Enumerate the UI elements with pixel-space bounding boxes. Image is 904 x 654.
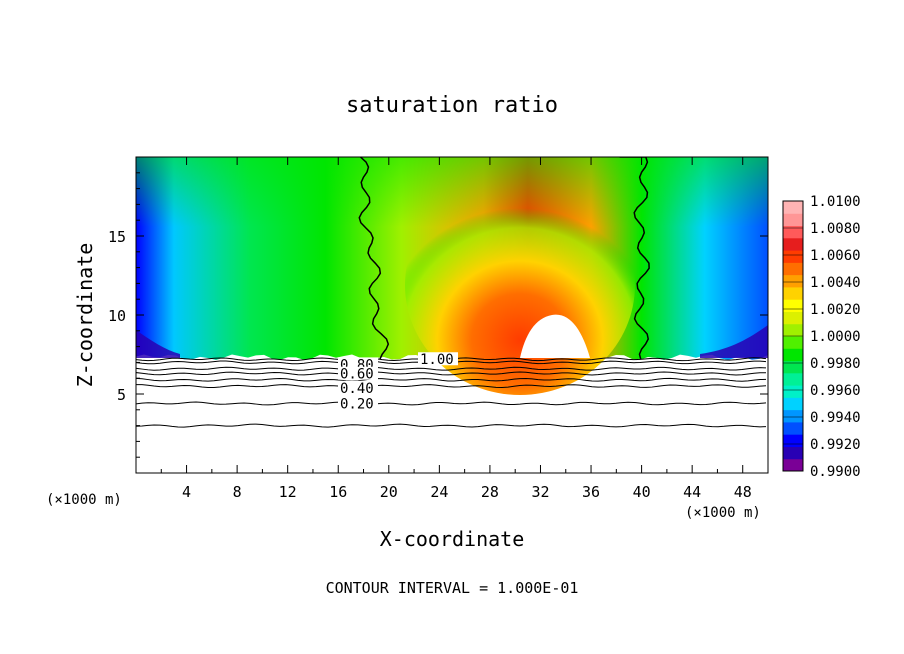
- x-tick-label: 40: [633, 483, 651, 501]
- colorbar-labels: 1.0100 1.0080 1.0060 1.0040 1.0020 1.0000 0.99…: [783, 194, 861, 480]
- x-unit-label-left: (×1000 m): [46, 492, 122, 508]
- contour-label-bg: [338, 396, 378, 410]
- unity-contour-1: [619, 157, 650, 360]
- contour-label: 1.00: [420, 352, 454, 368]
- contour-unlabeled-2: [136, 371, 767, 376]
- colorbar-swatch: [783, 201, 803, 214]
- x-tick-label: 16: [329, 483, 347, 501]
- colorbar-swatch: [783, 434, 803, 447]
- x-tick-label: 36: [582, 483, 600, 501]
- x-axis-ticks: 4 8 12 16 20 24 28 32 36 40 44 48: [160, 157, 752, 501]
- colorbar-label: 0.9900: [810, 464, 861, 480]
- x-axis-title: X-coordinate: [380, 527, 525, 551]
- colorbar-label: 1.0100: [810, 194, 861, 210]
- contour-label-bg: [338, 380, 378, 394]
- x-tick-label: 24: [430, 483, 448, 501]
- x-tick-label: 8: [233, 483, 242, 501]
- colorbar-swatch: [783, 274, 803, 288]
- heatmap-field: [136, 157, 768, 395]
- x-tick-label: 12: [279, 483, 297, 501]
- contour-interval-note: CONTOUR INTERVAL = 1.000E-01: [326, 579, 579, 597]
- y-tick-label: 5: [117, 386, 126, 404]
- contour-0-20: [136, 401, 767, 406]
- contour-unlabeled-1: [136, 384, 767, 389]
- y-axis-ticks: 5 10 15: [108, 172, 768, 458]
- upper-fade: [136, 157, 768, 357]
- x-tick-label: 32: [531, 483, 549, 501]
- contour-label: 0.60: [340, 367, 374, 383]
- x-unit-label-right: (×1000 m): [685, 505, 761, 521]
- colorbar-swatch: [783, 446, 803, 460]
- x-tick-label: 28: [481, 483, 499, 501]
- contour-labels: 0.800.600.400.201.00: [338, 352, 458, 412]
- colorbar-label: 0.9920: [810, 437, 861, 453]
- colorbar-swatch: [783, 360, 803, 374]
- colorbar-label: 1.0080: [810, 221, 861, 237]
- unity-contours: [358, 157, 650, 360]
- colorbar-swatch: [783, 409, 803, 423]
- x-tick-label: 4: [182, 483, 191, 501]
- colorbar-swatch: [783, 385, 803, 398]
- colorbar-swatch: [783, 262, 803, 276]
- x-tick-label: 44: [683, 483, 701, 501]
- lower-dark-band-right: [700, 325, 768, 358]
- colorbar-swatch: [783, 421, 803, 435]
- lower-dark-band-left: [136, 330, 180, 358]
- unity-contour-0: [358, 157, 390, 360]
- contour-label-bg: [338, 366, 378, 380]
- colorbar-label: 1.0000: [810, 329, 861, 345]
- colorbar: [782, 200, 804, 472]
- contour-label: 0.20: [340, 396, 374, 412]
- colorbar-swatch: [783, 225, 803, 239]
- colorbar-swatch: [783, 311, 803, 325]
- colorbar-swatch: [783, 299, 803, 312]
- chart-title: saturation ratio: [346, 93, 558, 118]
- colorbar-swatch: [783, 372, 803, 386]
- x-tick-label: 20: [380, 483, 398, 501]
- y-tick-label: 15: [108, 228, 126, 246]
- colorbar-swatch: [783, 213, 803, 227]
- colorbar-swatch: [783, 237, 803, 251]
- colorbar-swatch: [783, 286, 803, 300]
- contour-0-40: [136, 377, 767, 382]
- colorbar-swatch: [783, 397, 803, 411]
- colorbar-swatch: [783, 323, 803, 337]
- colorbar-swatch: [783, 250, 803, 263]
- colorbar-label: 0.9980: [810, 356, 861, 372]
- colorbar-label: 1.0040: [810, 275, 861, 291]
- colorbar-label: 0.9940: [810, 410, 861, 426]
- colorbar-swatch: [783, 458, 803, 472]
- colorbar-label: 1.0020: [810, 302, 861, 318]
- colorbar-swatch: [783, 348, 803, 362]
- contour-0-60: [136, 366, 767, 371]
- y-tick-label: 10: [108, 307, 126, 325]
- y-axis-title: Z-coordinate: [73, 243, 97, 388]
- x-tick-label: 48: [734, 483, 752, 501]
- colorbar-label: 1.0060: [810, 248, 861, 264]
- contour-label-bg: [418, 352, 458, 366]
- contour-label: 0.40: [340, 381, 374, 397]
- contour-unlabeled-0: [136, 423, 767, 428]
- colorbar-swatch: [783, 336, 803, 349]
- cloud-free-region: [520, 314, 590, 358]
- colorbar-label: 0.9960: [810, 383, 861, 399]
